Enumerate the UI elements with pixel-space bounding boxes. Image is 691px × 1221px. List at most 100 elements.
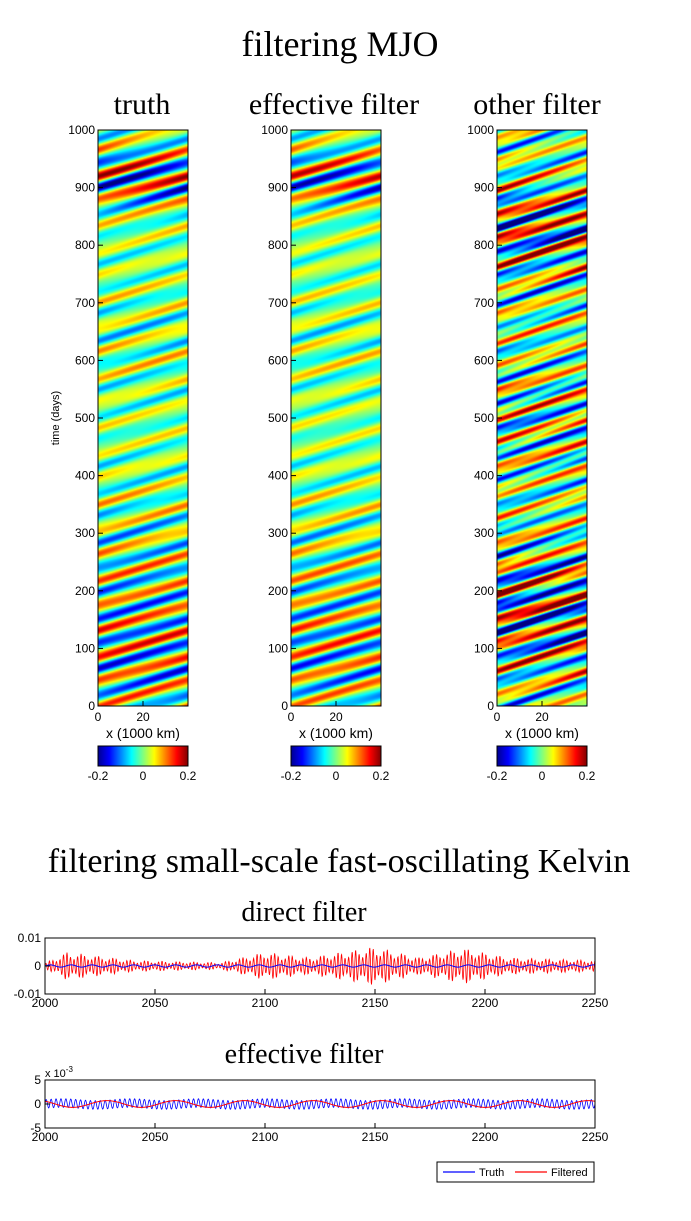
x-tick-label: 2150 xyxy=(362,1130,389,1144)
colorbar-tick-labels: -0.2 0 0.2 xyxy=(88,769,197,783)
legend: Truth Filtered xyxy=(436,1161,595,1183)
heatmap-image xyxy=(497,130,587,706)
colorbar-tick-label: -0.2 xyxy=(281,769,302,783)
colorbar xyxy=(290,745,382,767)
x-tick-label: 20 xyxy=(535,710,549,724)
y-tick-labels: 0 100 200 300 400 500 600 700 800 900 1000 xyxy=(68,123,103,713)
colorbar-tick-label: 0.2 xyxy=(180,769,197,783)
y-tick-label: 100 xyxy=(268,641,288,655)
y-tick-label: 400 xyxy=(75,469,95,483)
panel-title: effective filter xyxy=(225,1039,385,1070)
colorbar-tick-label: 0.2 xyxy=(579,769,596,783)
x-tick-label: 2100 xyxy=(252,1130,279,1144)
colorbar xyxy=(496,745,588,767)
y-axis-label: time (days) xyxy=(50,391,62,445)
x-tick-label: 0 xyxy=(95,710,102,724)
y-tick-label: 900 xyxy=(474,181,494,195)
x-tick-label: 2200 xyxy=(472,996,499,1010)
y-tick-label: 800 xyxy=(75,238,95,252)
panel-title: direct filter xyxy=(241,897,367,928)
x-axis-label: x (1000 km) xyxy=(299,725,373,741)
x-tick-label: 2050 xyxy=(142,996,169,1010)
x-axis-label: x (1000 km) xyxy=(106,725,180,741)
heatmap-panel-effective-filter: effective filter 01002003004005006007008… xyxy=(249,88,419,783)
x-tick-labels: 0 20 xyxy=(95,701,150,724)
y-tick-label: 200 xyxy=(268,584,288,598)
y-tick-labels: 5 0 -5 xyxy=(30,1073,50,1135)
x-tick-label: 20 xyxy=(136,710,150,724)
y-tick-label: -0.01 xyxy=(14,987,42,1001)
x-tick-labels: 0 20 xyxy=(494,701,549,724)
x-tick-labels: 2000 2050 2100 2150 2200 2250 xyxy=(32,1123,609,1144)
x-tick-label: 2050 xyxy=(142,1130,169,1144)
y-tick-label: 300 xyxy=(474,526,494,540)
y-tick-labels: 0.01 0 -0.01 xyxy=(14,931,50,1001)
y-tick-label: 100 xyxy=(474,641,494,655)
panel-title: truth xyxy=(114,88,171,121)
y-tick-label: 600 xyxy=(268,353,288,367)
filtered-series-line xyxy=(45,1100,595,1108)
colorbar-tick-label: -0.2 xyxy=(88,769,109,783)
y-tick-label: 700 xyxy=(268,296,288,310)
heatmap-image xyxy=(98,130,188,706)
x-tick-label: 20 xyxy=(329,710,343,724)
panel-title: other filter xyxy=(473,88,600,121)
y-tick-label: 300 xyxy=(268,526,288,540)
y-tick-label: 100 xyxy=(75,641,95,655)
x-axis-label: x (1000 km) xyxy=(505,725,579,741)
y-tick-label: 400 xyxy=(474,469,494,483)
y-tick-label: 1000 xyxy=(261,123,288,137)
colorbar-tick-label: 0 xyxy=(539,769,546,783)
x-tick-label: 0 xyxy=(288,710,295,724)
y-tick-label: 700 xyxy=(474,296,494,310)
x-tick-label: 2250 xyxy=(582,996,609,1010)
y-tick-label: 0 xyxy=(88,699,95,713)
y-tick-label: -5 xyxy=(30,1121,41,1135)
y-tick-label: 900 xyxy=(75,181,95,195)
x-tick-label: 2150 xyxy=(362,996,389,1010)
x-tick-labels: 0 20 xyxy=(288,701,343,724)
x-tick-label: 2250 xyxy=(582,1130,609,1144)
line-panel-direct-filter: direct filter 0.01 0 -0.01 2000 2050 2100 215… xyxy=(14,897,609,1010)
line-panel-effective-filter: effective filter x 10-3 5 0 -5 2000 2050 210… xyxy=(30,1039,608,1144)
y-tick-label: 500 xyxy=(268,411,288,425)
y-tick-label: 1000 xyxy=(68,123,95,137)
y-tick-label: 500 xyxy=(75,411,95,425)
y-tick-label: 800 xyxy=(474,238,494,252)
y-tick-label: 200 xyxy=(75,584,95,598)
heatmap-image xyxy=(291,130,381,706)
top-figure-title: filtering MJO xyxy=(242,24,439,64)
x-tick-label: 2000 xyxy=(32,1130,59,1144)
x-tick-label: 2000 xyxy=(32,996,59,1010)
y-multiplier-label: x 10-3 xyxy=(45,1065,73,1080)
y-tick-label: 900 xyxy=(268,181,288,195)
heatmap-panel-other-filter: other filter 010020030040050060070080090… xyxy=(467,88,600,783)
y-tick-label: 800 xyxy=(268,238,288,252)
legend-truth-label: Truth xyxy=(479,1167,504,1179)
colorbar-tick-label: -0.2 xyxy=(487,769,508,783)
truth-series-line xyxy=(45,964,595,968)
x-tick-label: 2100 xyxy=(252,996,279,1010)
colorbar-tick-labels: -0.2 0 0.2 xyxy=(281,769,390,783)
y-tick-label: 300 xyxy=(75,526,95,540)
colorbar-tick-labels: -0.2 0 0.2 xyxy=(487,769,596,783)
y-tick-label: 200 xyxy=(474,584,494,598)
y-tick-label: 0 xyxy=(487,699,494,713)
colorbar-tick-label: 0 xyxy=(140,769,147,783)
y-tick-label: 1000 xyxy=(467,123,494,137)
y-tick-label: 600 xyxy=(474,353,494,367)
colorbar xyxy=(97,745,189,767)
y-tick-labels: 0 100 200 300 400 500 600 700 800 900 1000 xyxy=(261,123,296,713)
bottom-figure-title: filtering small-scale fast-oscillating K… xyxy=(48,843,631,880)
colorbar-tick-label: 0 xyxy=(333,769,340,783)
x-tick-label: 0 xyxy=(494,710,501,724)
y-tick-label: 700 xyxy=(75,296,95,310)
legend-filtered-label: Filtered xyxy=(551,1167,588,1179)
y-tick-label: 0 xyxy=(34,959,41,973)
truth-series-line xyxy=(45,1098,595,1110)
y-tick-label: 5 xyxy=(34,1073,41,1087)
panel-title: effective filter xyxy=(249,88,419,121)
y-tick-label: 0.01 xyxy=(18,931,42,945)
y-tick-label: 0 xyxy=(34,1097,41,1111)
